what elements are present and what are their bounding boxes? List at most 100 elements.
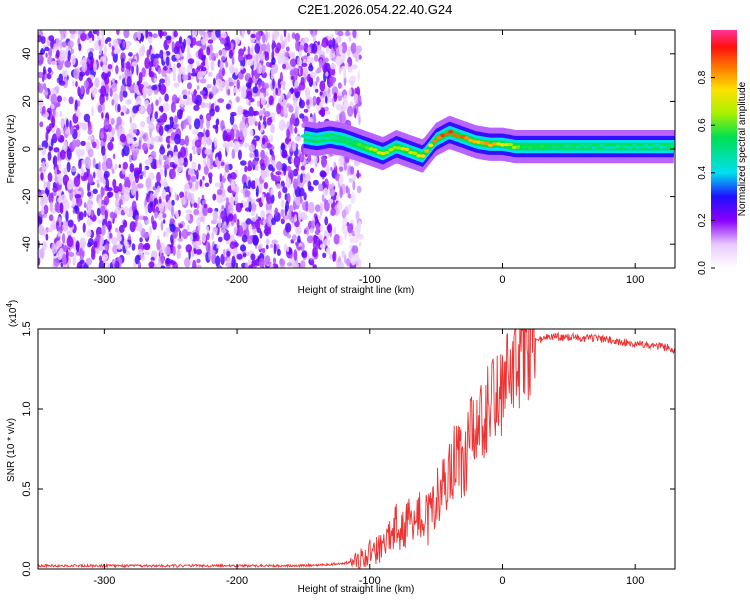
noise-blob <box>40 47 46 55</box>
noise-blob <box>323 238 331 246</box>
track-peak <box>460 134 466 139</box>
noise-blob <box>242 127 248 138</box>
track-peak <box>647 145 653 149</box>
noise-blob <box>183 157 188 168</box>
noise-blob <box>239 55 244 61</box>
noise-blob <box>215 255 221 267</box>
noise-blob <box>251 68 254 78</box>
noise-blob <box>311 43 318 54</box>
noise-blob <box>326 93 331 98</box>
snr-scale-label: (x104) <box>5 300 19 327</box>
noise-blob <box>217 222 222 229</box>
noise-blob <box>172 151 180 163</box>
noise-blob <box>120 57 125 68</box>
noise-blob <box>144 251 150 256</box>
noise-blob <box>197 71 204 80</box>
noise-blob <box>205 33 209 42</box>
noise-blob <box>132 105 139 114</box>
noise-blob <box>65 210 69 222</box>
noise-blob <box>63 140 68 152</box>
noise-blob <box>181 228 189 240</box>
noise-blob <box>185 244 193 253</box>
noise-blob <box>158 105 164 112</box>
track-peak <box>655 143 661 148</box>
noise-blob <box>325 247 331 255</box>
noise-blob <box>173 123 180 129</box>
noise-blob <box>143 232 149 239</box>
noise-blob <box>255 31 262 41</box>
noise-blob <box>260 210 266 220</box>
noise-blob <box>138 72 143 84</box>
noise-blob <box>87 129 93 135</box>
noise-blob <box>314 204 321 212</box>
noise-blob <box>72 80 75 87</box>
noise-blob <box>246 30 251 35</box>
noise-blob <box>273 242 277 255</box>
noise-blob <box>80 85 84 95</box>
noise-blob <box>68 251 74 258</box>
noise-blob <box>149 128 152 139</box>
snr-panel: -300 -200 -100 0 100 0.0 0.5 1.0 1.5 Height of … <box>5 300 676 595</box>
noise-blob <box>225 197 229 203</box>
noise-blob <box>103 117 110 130</box>
track-peak <box>535 145 541 149</box>
noise-blob <box>178 36 183 45</box>
noise-blob <box>148 261 155 268</box>
noise-blob <box>245 251 250 257</box>
noise-blob <box>184 191 188 202</box>
noise-blob <box>306 55 312 65</box>
noise-blob <box>206 84 212 89</box>
noise-blob <box>206 46 211 56</box>
noise-blob <box>175 53 181 59</box>
noise-blob <box>318 234 323 239</box>
track-peak <box>412 151 418 156</box>
colorbar-tick-label: 0.4 <box>697 165 708 179</box>
noise-blob <box>38 256 41 266</box>
noise-blob <box>69 30 76 35</box>
noise-blob <box>102 103 105 112</box>
noise-blob <box>124 178 131 190</box>
noise-blob <box>181 120 184 131</box>
noise-blob <box>148 71 155 78</box>
noise-blob <box>135 190 139 201</box>
noise-blob <box>325 71 329 77</box>
noise-blob <box>245 218 252 225</box>
noise-blob <box>60 117 65 129</box>
x-tick-label: 0 <box>499 575 505 587</box>
noise-blob <box>175 212 179 219</box>
noise-blob <box>230 42 234 51</box>
noise-blob <box>137 248 144 256</box>
noise-blob <box>110 118 115 125</box>
noise-blob <box>332 37 336 49</box>
noise-blob <box>176 248 181 260</box>
noise-blob <box>305 200 309 212</box>
noise-blob <box>228 49 234 59</box>
track-peak <box>671 143 675 148</box>
track-peak <box>484 141 490 146</box>
noise-blob <box>265 238 270 245</box>
noise-blob <box>258 121 261 131</box>
noise-blob <box>327 198 334 205</box>
noise-blob <box>111 82 118 93</box>
y-tick-label: 1.5 <box>21 321 33 336</box>
noise-blob <box>41 161 46 172</box>
noise-blob <box>131 61 138 67</box>
noise-blob <box>340 58 344 64</box>
noise-blob <box>210 60 215 72</box>
noise-blob <box>275 171 282 176</box>
noise-blob <box>266 42 271 55</box>
noise-blob <box>152 186 157 191</box>
noise-blob <box>347 223 354 234</box>
noise-blob <box>101 145 106 156</box>
noise-blob <box>147 137 151 149</box>
noise-blob <box>88 51 94 61</box>
noise-blob <box>158 96 162 104</box>
noise-blob <box>153 58 159 68</box>
x-tick-label: -200 <box>226 274 248 286</box>
noise-blob <box>104 209 109 220</box>
noise-blob <box>193 118 201 130</box>
noise-blob <box>165 257 170 265</box>
noise-blob <box>319 91 323 96</box>
noise-blob <box>151 84 158 91</box>
noise-blob <box>160 253 165 264</box>
